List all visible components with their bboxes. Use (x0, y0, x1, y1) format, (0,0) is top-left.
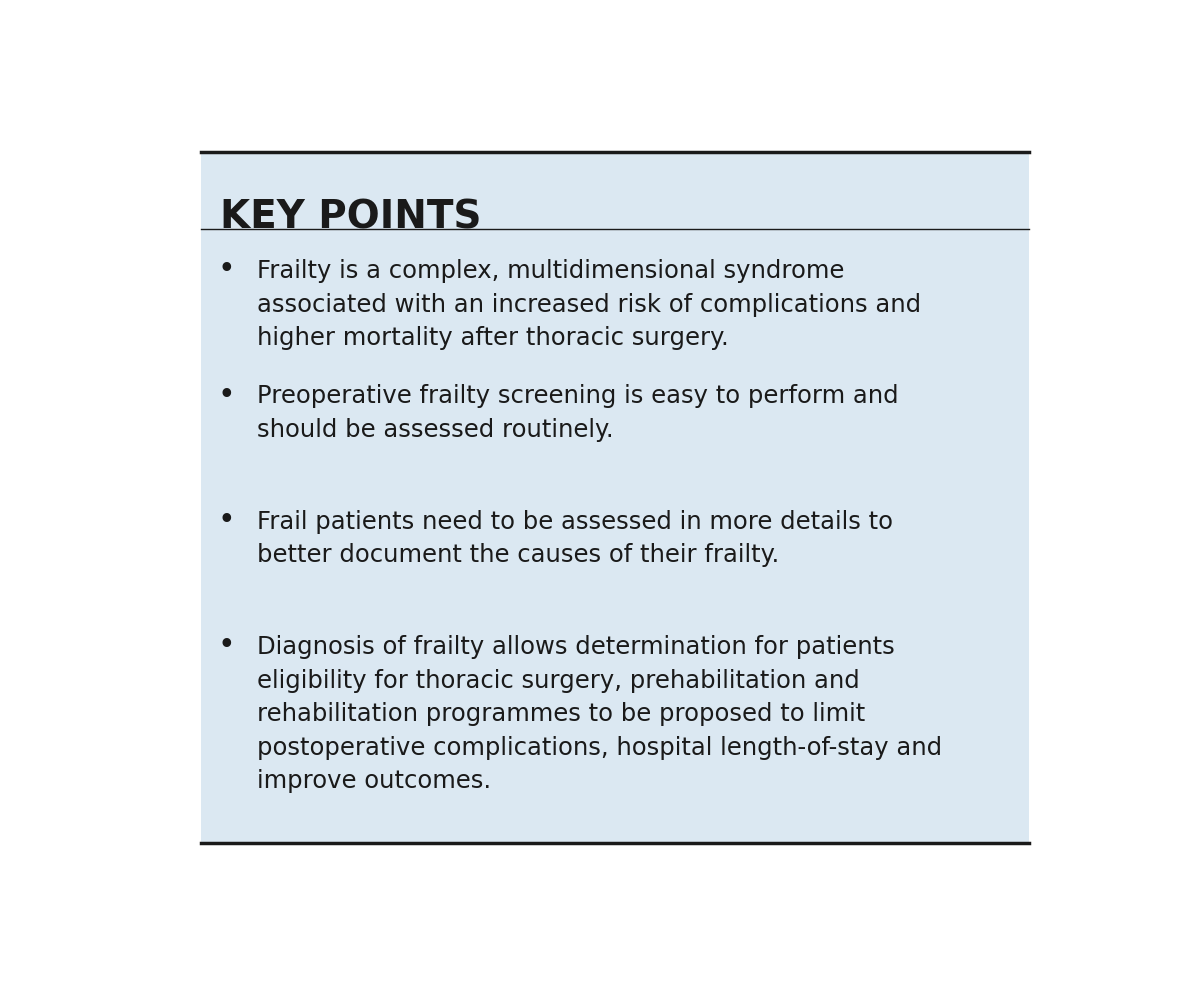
Text: •: • (217, 631, 235, 660)
Text: Frail patients need to be assessed in more details to
better document the causes: Frail patients need to be assessed in mo… (257, 510, 893, 567)
Text: •: • (217, 381, 235, 409)
FancyBboxPatch shape (202, 153, 1028, 843)
Text: •: • (217, 255, 235, 284)
Text: •: • (217, 506, 235, 534)
Text: KEY POINTS: KEY POINTS (220, 198, 481, 236)
Text: Preoperative frailty screening is easy to perform and
should be assessed routine: Preoperative frailty screening is easy t… (257, 385, 899, 442)
Text: Frailty is a complex, multidimensional syndrome
associated with an increased ris: Frailty is a complex, multidimensional s… (257, 258, 922, 350)
Text: Diagnosis of frailty allows determination for patients
eligibility for thoracic : Diagnosis of frailty allows determinatio… (257, 635, 942, 793)
